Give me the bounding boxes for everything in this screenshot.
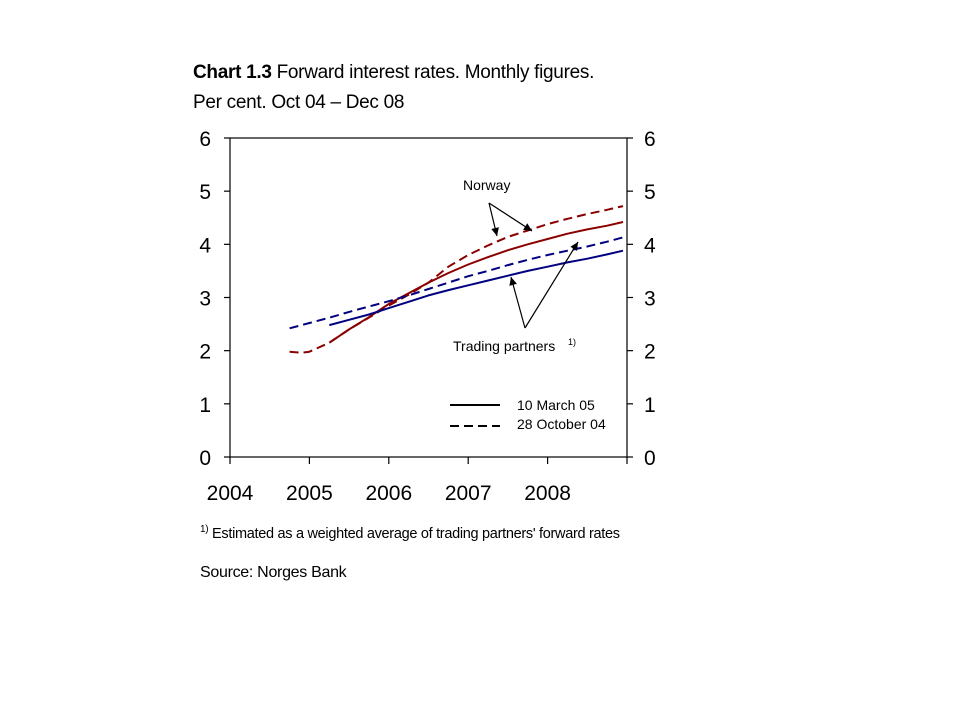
y-tick-label-right: 4 xyxy=(644,234,656,257)
x-tick-label: 2007 xyxy=(445,482,492,505)
norway-solid-line xyxy=(328,221,624,344)
norway-dashed-line xyxy=(289,205,624,354)
annotation-superscript: 1) xyxy=(568,337,576,347)
norway-arrow-2-head xyxy=(523,223,532,231)
chart-title-line2: Per cent. Oct 04 – Dec 08 xyxy=(193,92,405,113)
legend-label-solid: 10 March 05 xyxy=(517,397,595,413)
norway-arrow-1-head xyxy=(491,227,499,236)
trading-partners-arrow-1 xyxy=(510,276,526,329)
y-tick-label-right: 6 xyxy=(644,128,656,151)
footnote-text: Estimated as a weighted average of tradi… xyxy=(208,526,620,542)
y-tick-label-left: 2 xyxy=(199,341,211,364)
y-tick-label-right: 1 xyxy=(644,394,656,417)
trading-partners-arrow-2 xyxy=(524,241,579,329)
trading-partners-arrow-1-head xyxy=(509,277,517,286)
footnote-marker: 1) xyxy=(200,524,209,535)
chart-title: Chart 1.3 Forward interest rates. Monthl… xyxy=(193,58,594,118)
y-tick-label-left: 5 xyxy=(199,181,211,204)
footnote: 1) Estimated as a weighted average of tr… xyxy=(200,524,620,542)
chart-number: Chart 1.3 xyxy=(193,62,272,83)
x-tick-label: 2008 xyxy=(524,482,571,505)
trading-partners-dashed-line xyxy=(289,236,624,330)
y-tick-label-right: 2 xyxy=(644,341,656,364)
y-tick-label-left: 0 xyxy=(199,447,211,470)
annotation-norway: Norway xyxy=(463,177,510,193)
trading-partners-arrow-2-head xyxy=(570,242,578,251)
x-tick-label: 2004 xyxy=(207,482,254,505)
trading-partners-solid-line xyxy=(329,249,624,327)
source-note: Source: Norges Bank xyxy=(200,564,347,581)
annotation-trading-partners: Trading partners xyxy=(453,338,555,354)
legend-label-dashed: 28 October 04 xyxy=(517,416,606,432)
chart-title-line1: Forward interest rates. Monthly figures. xyxy=(271,62,595,83)
y-tick-label-left: 4 xyxy=(199,234,211,257)
x-tick-label: 2005 xyxy=(286,482,333,505)
y-tick-label-right: 3 xyxy=(644,288,656,311)
norway-arrow-2 xyxy=(488,202,533,232)
y-tick-label-left: 6 xyxy=(199,128,211,151)
x-tick-label: 2006 xyxy=(365,482,412,505)
y-tick-label-right: 0 xyxy=(644,447,656,470)
y-tick-label-left: 1 xyxy=(199,394,211,417)
y-tick-label-left: 3 xyxy=(199,288,211,311)
y-tick-label-right: 5 xyxy=(644,181,656,204)
